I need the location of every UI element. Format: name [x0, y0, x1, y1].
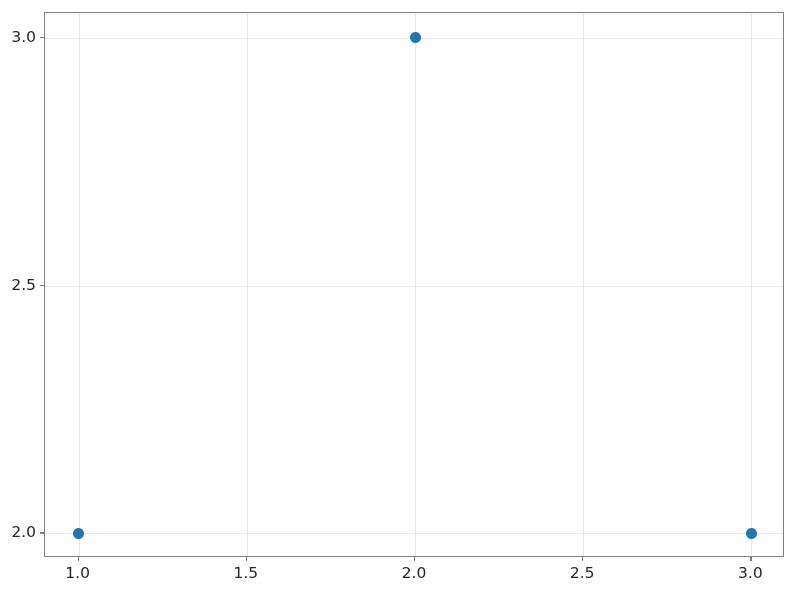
y-axis-tick-label: 2.5 [11, 275, 36, 294]
gridline-horizontal [45, 285, 783, 287]
data-point-marker [745, 527, 757, 539]
y-axis-tick-label: 2.0 [11, 523, 36, 542]
gridline-vertical [583, 13, 585, 556]
x-axis-tick-mark [77, 557, 79, 561]
gridline-vertical [246, 13, 248, 556]
gridline-vertical [751, 13, 753, 556]
data-point-marker [73, 527, 85, 539]
x-axis-tick-label: 3.0 [738, 564, 763, 582]
x-axis-tick-mark [414, 557, 416, 561]
x-axis-tick-mark [245, 557, 248, 561]
y-axis-tick-mark [40, 532, 44, 534]
x-axis-tick-label: 2.5 [569, 564, 595, 582]
x-axis-tick-label: 1.5 [233, 564, 259, 582]
x-axis-tick-mark [582, 557, 584, 561]
y-axis-tick-mark [40, 284, 44, 286]
gridline-horizontal [45, 533, 783, 535]
x-axis-tick-label: 2.0 [401, 564, 427, 582]
y-axis-tick-label: 3.0 [11, 27, 36, 46]
data-point-marker [409, 32, 421, 44]
gridline-vertical [78, 13, 80, 556]
x-axis-tick-label: 1.0 [65, 564, 90, 582]
y-axis-tick-mark [40, 36, 44, 39]
plot-axes-area [44, 12, 784, 557]
x-axis-tick-mark [750, 557, 752, 561]
gridline-vertical [415, 13, 416, 556]
